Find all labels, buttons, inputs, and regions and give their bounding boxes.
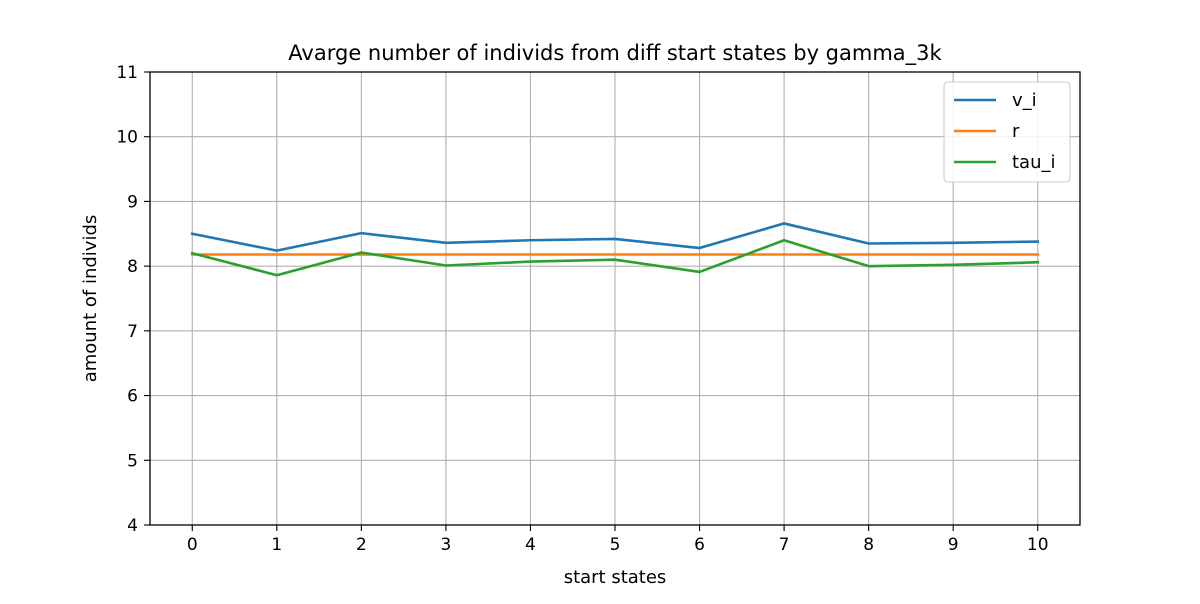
y-tick-label: 9 xyxy=(127,192,138,212)
y-tick-label: 10 xyxy=(116,128,138,148)
x-tick-label: 2 xyxy=(356,535,367,555)
legend-label-v-i: v_i xyxy=(1012,90,1037,111)
x-tick-label: 8 xyxy=(863,535,874,555)
legend-label-tau-i: tau_i xyxy=(1012,152,1056,173)
y-tick-label: 6 xyxy=(127,387,138,407)
y-tick-label: 8 xyxy=(127,257,138,277)
series-lines xyxy=(190,222,1040,277)
x-tick-label: 1 xyxy=(271,535,282,555)
y-tick-label: 4 xyxy=(127,516,138,536)
legend-box xyxy=(943,81,1071,183)
y-tick-label: 7 xyxy=(127,322,138,342)
series-line-v-i xyxy=(190,222,1040,252)
y-tick-label: 11 xyxy=(116,63,138,83)
x-tick-label: 7 xyxy=(779,535,790,555)
x-tick-label: 5 xyxy=(610,535,621,555)
chart-title: Avarge number of individs from diff star… xyxy=(288,41,942,66)
series-line-tau-i xyxy=(190,238,1040,277)
legend: v_ir tau_i xyxy=(943,81,1071,183)
x-tick-label: 4 xyxy=(525,535,536,555)
axis-ticks: 0 1 2 3 4 5 6 7 8 9 10 4 5 6 7 8 9 10 11 xyxy=(116,63,1048,555)
y-tick-label: 5 xyxy=(127,451,138,471)
x-tick-label: 6 xyxy=(694,535,705,555)
x-tick-label: 0 xyxy=(187,535,198,555)
y-axis-title: amount of individs xyxy=(80,215,101,383)
x-tick-label: 3 xyxy=(440,535,451,555)
legend-label-r: r xyxy=(1012,121,1020,142)
x-tick-label: 10 xyxy=(1027,535,1049,555)
x-axis-title: start states xyxy=(564,567,667,588)
x-tick-label: 9 xyxy=(948,535,959,555)
